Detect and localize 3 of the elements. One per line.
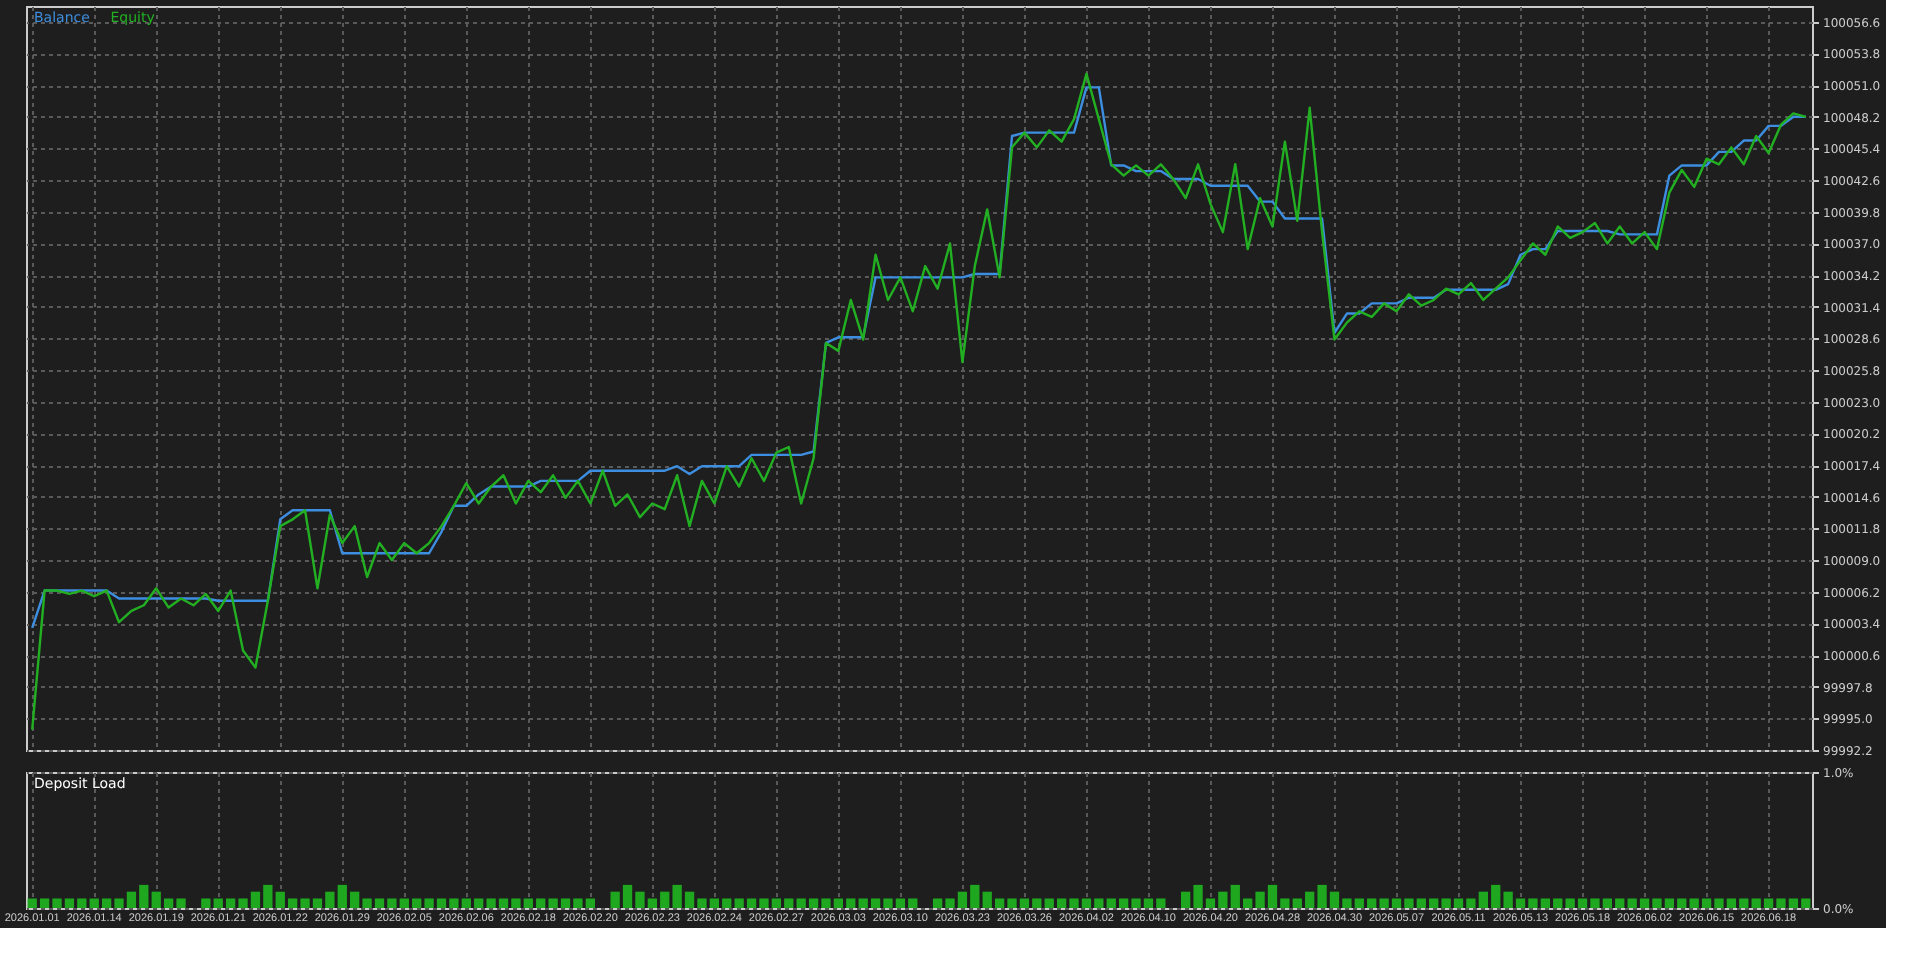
line-series xyxy=(31,86,1807,630)
line-series xyxy=(31,72,1807,731)
bar xyxy=(201,898,211,908)
